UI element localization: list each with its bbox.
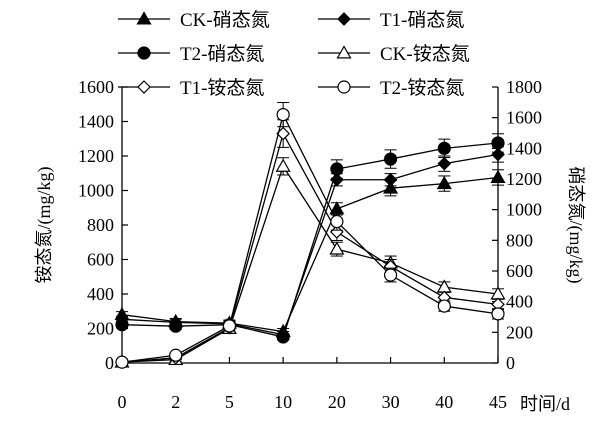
y-tick-label-left: 1200 bbox=[78, 146, 114, 166]
y-tick-label-right: 1200 bbox=[506, 169, 542, 189]
data-point bbox=[222, 319, 237, 333]
data-point bbox=[329, 241, 345, 255]
legend-marker bbox=[337, 12, 351, 26]
data-point bbox=[436, 175, 452, 190]
series-4 bbox=[114, 157, 506, 368]
data-point bbox=[169, 319, 183, 333]
x-tick-label: 30 bbox=[382, 392, 400, 412]
y-axis-left-title: 铵态氮/(mg/kg) bbox=[34, 167, 55, 284]
y-tick-label-left: 1000 bbox=[78, 181, 114, 201]
y-tick-label-right: 0 bbox=[506, 353, 515, 373]
legend: CK-硝态氮 T1-硝态氮 T2-硝态氮 CK-铵态氮 T1-铵态氮 T2-铵态氮 bbox=[118, 9, 470, 99]
series-layer bbox=[114, 102, 506, 369]
series-3 bbox=[115, 133, 505, 344]
legend-marker bbox=[336, 45, 352, 59]
legend-label: T1-硝态氮 bbox=[380, 9, 464, 31]
series-line bbox=[121, 176, 499, 333]
data-point bbox=[330, 162, 344, 176]
x-tick-label: 45 bbox=[489, 392, 507, 412]
data-point bbox=[383, 152, 398, 166]
y-tick-label-right: 600 bbox=[506, 261, 533, 281]
x-tick-label: 10 bbox=[274, 392, 292, 412]
y-tick-label-left: 0 bbox=[105, 353, 114, 373]
legend-label: T1-铵态氮 bbox=[180, 77, 264, 99]
y-tick-label-right: 200 bbox=[506, 322, 533, 342]
axes: 0200400600800100012001400160002004006008… bbox=[78, 77, 542, 412]
legend-item: CK-硝态氮 bbox=[118, 9, 270, 31]
data-point bbox=[115, 355, 129, 369]
legend-item: T1-硝态氮 bbox=[318, 9, 464, 31]
legend-label: CK-硝态氮 bbox=[180, 9, 270, 31]
y-tick-label-left: 400 bbox=[87, 284, 114, 304]
legend-marker bbox=[137, 46, 151, 60]
y-tick-label-left: 600 bbox=[87, 250, 114, 270]
y-tick-label-left: 1400 bbox=[78, 112, 114, 132]
x-axis-title: 时间/d bbox=[520, 394, 570, 414]
series-line bbox=[121, 131, 499, 363]
data-point bbox=[275, 158, 291, 172]
y-tick-label-right: 1000 bbox=[506, 200, 542, 220]
data-point bbox=[276, 107, 290, 122]
y-tick-label-right: 1400 bbox=[506, 138, 542, 158]
series-line bbox=[121, 153, 499, 336]
legend-label: CK-铵态氮 bbox=[380, 43, 470, 65]
data-point bbox=[383, 268, 398, 282]
y-tick-label-right: 1600 bbox=[506, 108, 542, 128]
legend-marker bbox=[337, 80, 351, 94]
y-tick-label-left: 1600 bbox=[78, 77, 114, 97]
data-point bbox=[115, 318, 129, 332]
legend-label: T2-硝态氮 bbox=[180, 43, 264, 65]
y-tick-label-right: 800 bbox=[506, 230, 533, 250]
data-point bbox=[330, 214, 344, 229]
data-point bbox=[491, 307, 505, 321]
data-point bbox=[437, 299, 451, 313]
data-point bbox=[490, 169, 506, 183]
legend-marker bbox=[137, 80, 151, 94]
series-line bbox=[121, 142, 499, 338]
x-tick-label: 20 bbox=[328, 392, 346, 412]
legend-item: CK-铵态氮 bbox=[318, 43, 470, 65]
legend-item: T2-硝态氮 bbox=[118, 43, 264, 65]
y-tick-label-left: 200 bbox=[87, 319, 114, 339]
x-tick-label: 5 bbox=[225, 392, 234, 412]
data-point bbox=[169, 348, 183, 362]
series-line bbox=[121, 112, 499, 363]
series-6 bbox=[115, 102, 505, 369]
legend-item: T2-铵态氮 bbox=[318, 77, 464, 99]
legend-marker bbox=[136, 11, 152, 25]
y-tick-label-left: 800 bbox=[87, 215, 114, 235]
y-tick-label-right: 1800 bbox=[506, 77, 542, 97]
data-point bbox=[383, 180, 399, 194]
x-tick-label: 40 bbox=[435, 392, 453, 412]
legend-item: T1-铵态氮 bbox=[118, 77, 264, 99]
data-point bbox=[437, 141, 451, 155]
x-tick-label: 0 bbox=[118, 392, 127, 412]
series-line bbox=[121, 164, 499, 363]
data-point bbox=[491, 136, 505, 150]
y-axis-right-title: 硝态氮/(mg/kg) bbox=[565, 167, 586, 284]
data-point bbox=[437, 156, 452, 171]
data-point bbox=[383, 172, 398, 187]
legend-label: T2-铵态氮 bbox=[380, 77, 464, 99]
y-tick-label-right: 400 bbox=[506, 292, 533, 312]
x-tick-label: 2 bbox=[171, 392, 180, 412]
data-point bbox=[276, 330, 290, 344]
